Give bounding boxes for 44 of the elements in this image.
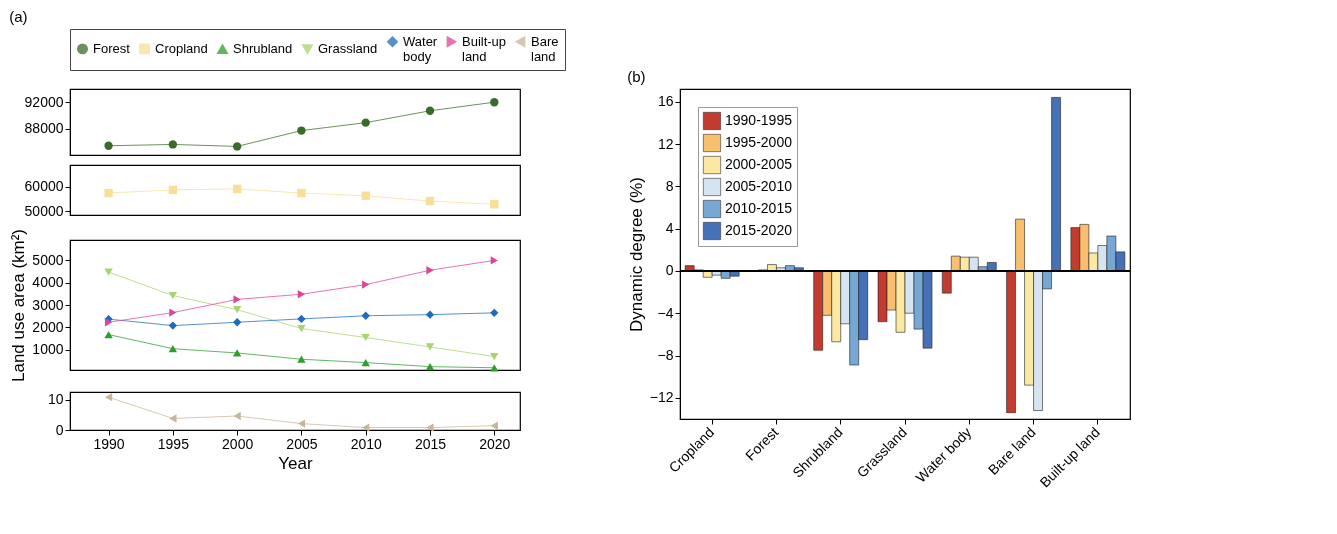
x-tick-label: 1995	[157, 435, 190, 452]
y-tick-label: 3000	[32, 296, 64, 313]
y-tick-label: 5000	[32, 251, 64, 268]
y-tick-label: −12	[649, 389, 674, 406]
y-tick-label: 12	[657, 135, 674, 152]
y-tick-label: 0	[665, 262, 674, 279]
y-tick-label: −8	[657, 347, 674, 364]
y-axis-title: Dynamic degree (%)	[626, 177, 646, 332]
y-tick-label: 92000	[24, 93, 64, 110]
x-axis-title: Year	[278, 453, 314, 473]
legend-label: 2005-2010	[725, 178, 793, 194]
y-tick-label: 10	[47, 391, 64, 408]
legend-label: Shrubland	[233, 41, 293, 57]
y-axis-title: Land use area (km²)	[9, 228, 29, 383]
x-tick-label: 2020	[479, 435, 511, 452]
legend-label: Forest	[93, 40, 131, 56]
y-tick-label: 60000	[24, 178, 64, 195]
y-tick-label: 4000	[32, 274, 64, 291]
y-tick-label: 88000	[24, 120, 64, 137]
y-tick-label: −4	[657, 304, 674, 321]
y-tick-label: 2000	[32, 318, 64, 335]
legend-label: Water body	[403, 33, 438, 64]
legend-label: 2010-2015	[725, 200, 793, 216]
legend-label: Grassland	[318, 41, 378, 57]
y-tick-label: 8	[665, 177, 674, 194]
y-tick-label: 4	[665, 220, 674, 237]
legend-label: 2015-2020	[725, 222, 793, 238]
text: (b)	[627, 68, 646, 85]
x-tick-label: 2005	[286, 435, 318, 452]
legend-label: 2000-2005	[725, 156, 793, 172]
y-tick-label: 1000	[32, 341, 64, 358]
y-tick-label: 16	[657, 93, 674, 110]
x-tick-label: 2010	[350, 435, 382, 452]
legend-label: 1995-2000	[725, 134, 793, 150]
text: (a)	[9, 7, 28, 25]
x-tick-label: 2000	[222, 435, 254, 452]
y-tick-label: 50000	[24, 202, 64, 219]
x-tick-label: 1990	[93, 435, 125, 452]
legend-label: Cropland	[155, 40, 208, 56]
legend-label: Bare land	[531, 33, 559, 64]
legend-label: 1990-1995	[725, 112, 793, 128]
legend-label: Built-up land	[462, 33, 507, 64]
x-tick-label: 2015	[414, 435, 447, 452]
y-tick-label: 0	[55, 421, 64, 438]
